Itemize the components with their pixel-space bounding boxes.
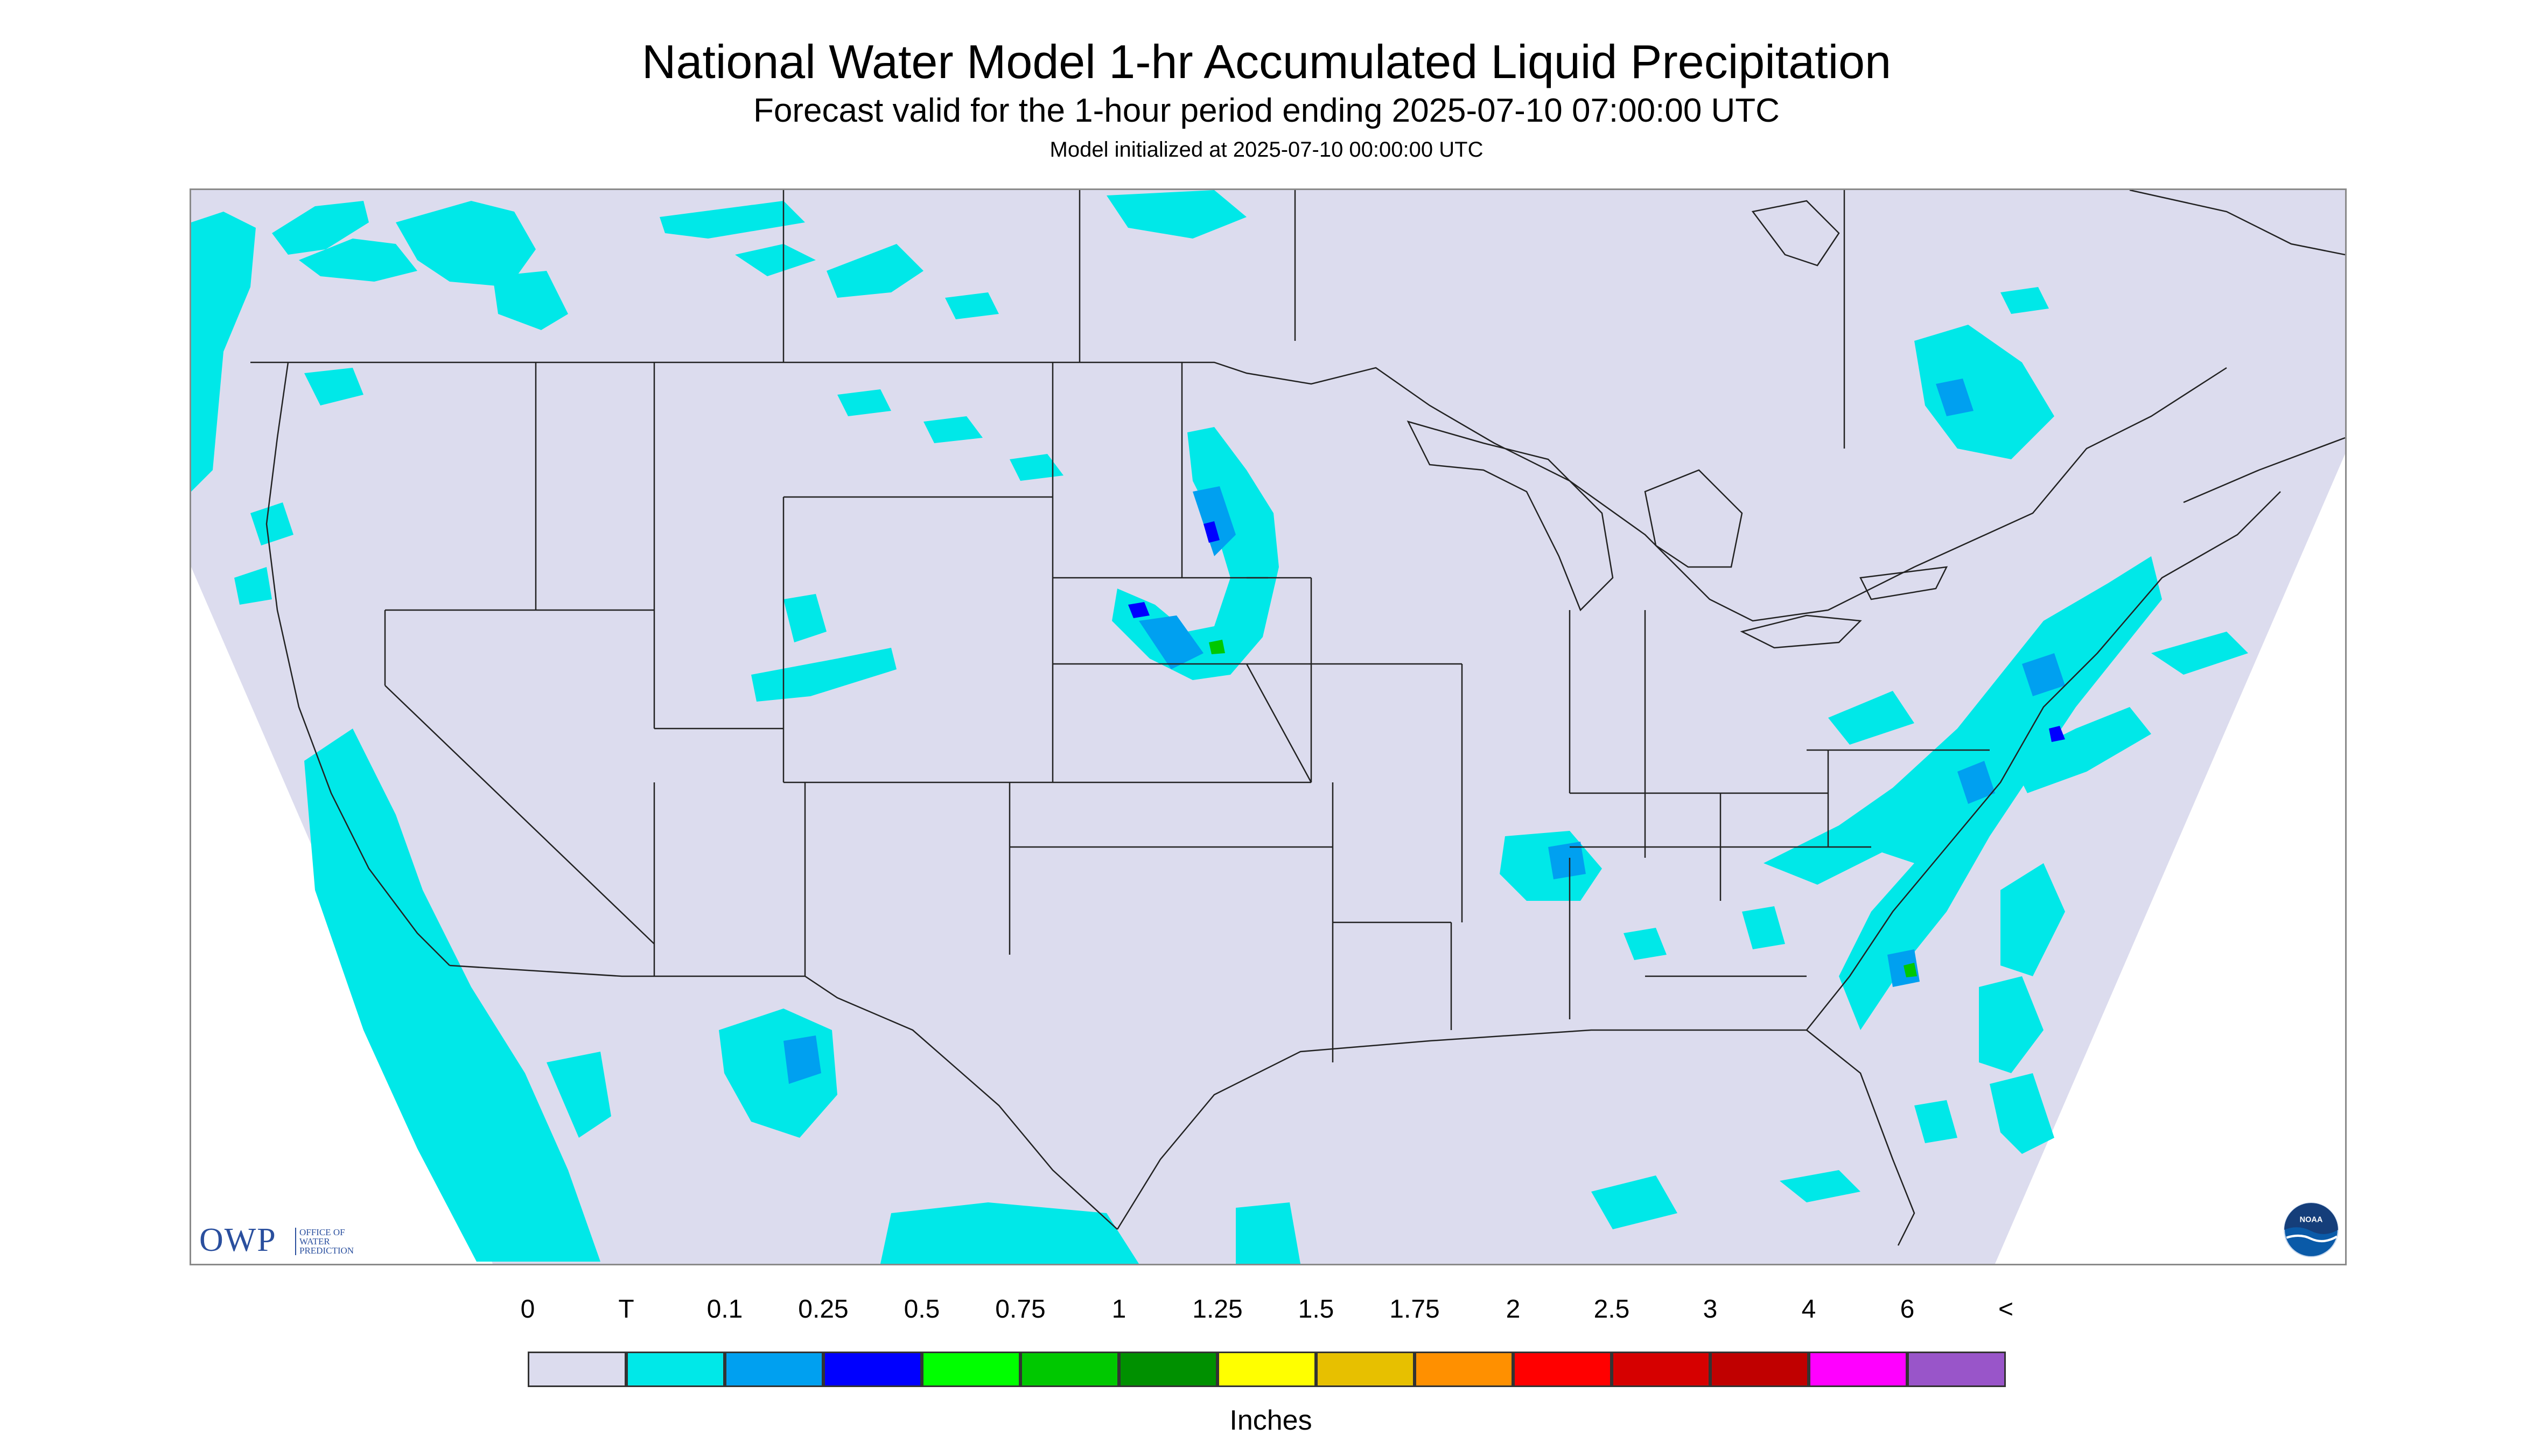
legend-tick-label: 0.5 (904, 1295, 940, 1324)
east-coastline (1806, 491, 2281, 1031)
legend-swatch (1020, 1352, 1119, 1387)
rain-light (783, 379, 2065, 1084)
owp-subtext: OFFICE OF WATER PREDICTION (295, 1228, 354, 1255)
noaa-text: NOAA (2300, 1215, 2323, 1224)
owp-logo: OWP OFFICE OF WATER PREDICTION (199, 1221, 372, 1264)
legend-units: Inches (1229, 1405, 1312, 1436)
owp-line-3: PREDICTION (299, 1245, 354, 1256)
legend-swatch (823, 1352, 922, 1387)
legend-tick-label: 1.75 (1389, 1295, 1440, 1324)
precipitation-legend: 0 T 0.1 0.25 0.5 0.75 1 1.25 1.5 1.75 2 2.5 3 4 6 < Inc… (521, 1294, 2014, 1456)
great-lakes (1407, 421, 1948, 649)
model-init-caption: Model initialized at 2025-07-10 00:00:00… (1049, 138, 1484, 162)
legend-tick-label: 0.25 (798, 1295, 849, 1324)
legend-tick-label: 4 (1801, 1295, 1816, 1324)
legend-tick-label: 0.1 (706, 1295, 743, 1324)
us-mexico-border (449, 964, 1118, 1230)
noaa-logo: NOAA (2284, 1202, 2339, 1257)
model-domain (191, 190, 2345, 1264)
legend-swatch (626, 1352, 725, 1387)
owp-line-2: WATER (299, 1236, 330, 1247)
rain-heavy (1209, 640, 1917, 977)
precipitation-areas (191, 190, 2248, 1264)
legend-tick-label: 1.25 (1192, 1295, 1243, 1324)
boundary-lines (250, 190, 2345, 1246)
legend-tick-label: 3 (1703, 1295, 1718, 1324)
legend-swatch (1119, 1352, 1217, 1387)
legend-tick-label: 1 (1111, 1295, 1126, 1324)
legend-tick-label: T (618, 1295, 634, 1324)
legend-swatch (1809, 1352, 1907, 1387)
us-west-coastline (265, 362, 450, 966)
owp-wordmark: OWP (199, 1222, 277, 1258)
legend-tick-label: 0 (520, 1295, 535, 1324)
legend-swatch (1217, 1352, 1316, 1387)
map-title: National Water Model 1-hr Accumulated Li… (641, 35, 1892, 88)
legend-swatch (922, 1352, 1020, 1387)
legend-swatch (528, 1352, 626, 1387)
precipitation-map (190, 188, 2347, 1265)
rain-moderate (1128, 521, 2065, 742)
map-canvas (191, 190, 2345, 1264)
us-canada-border (250, 361, 2227, 622)
forecast-valid-subtitle: Forecast valid for the 1-hour period end… (753, 92, 1780, 129)
legend-swatch (1513, 1352, 1612, 1387)
legend-swatch (1907, 1352, 2006, 1387)
legend-tick-label: 0.75 (995, 1295, 1046, 1324)
legend-swatch (1612, 1352, 1710, 1387)
legend-swatch (1710, 1352, 1809, 1387)
legend-tick-label: 1.5 (1298, 1295, 1334, 1324)
legend-tick-label: < (1998, 1295, 2014, 1324)
legend-tick-label: 2.5 (1593, 1295, 1630, 1324)
legend-swatch (1415, 1352, 1513, 1387)
legend-swatch (1316, 1352, 1415, 1387)
legend-tick-label: 6 (1900, 1295, 1915, 1324)
gulf-coastline (1116, 1029, 1915, 1246)
legend-tick-label: 2 (1506, 1295, 1521, 1324)
owp-line-1: OFFICE OF (299, 1227, 345, 1237)
legend-swatch (725, 1352, 823, 1387)
